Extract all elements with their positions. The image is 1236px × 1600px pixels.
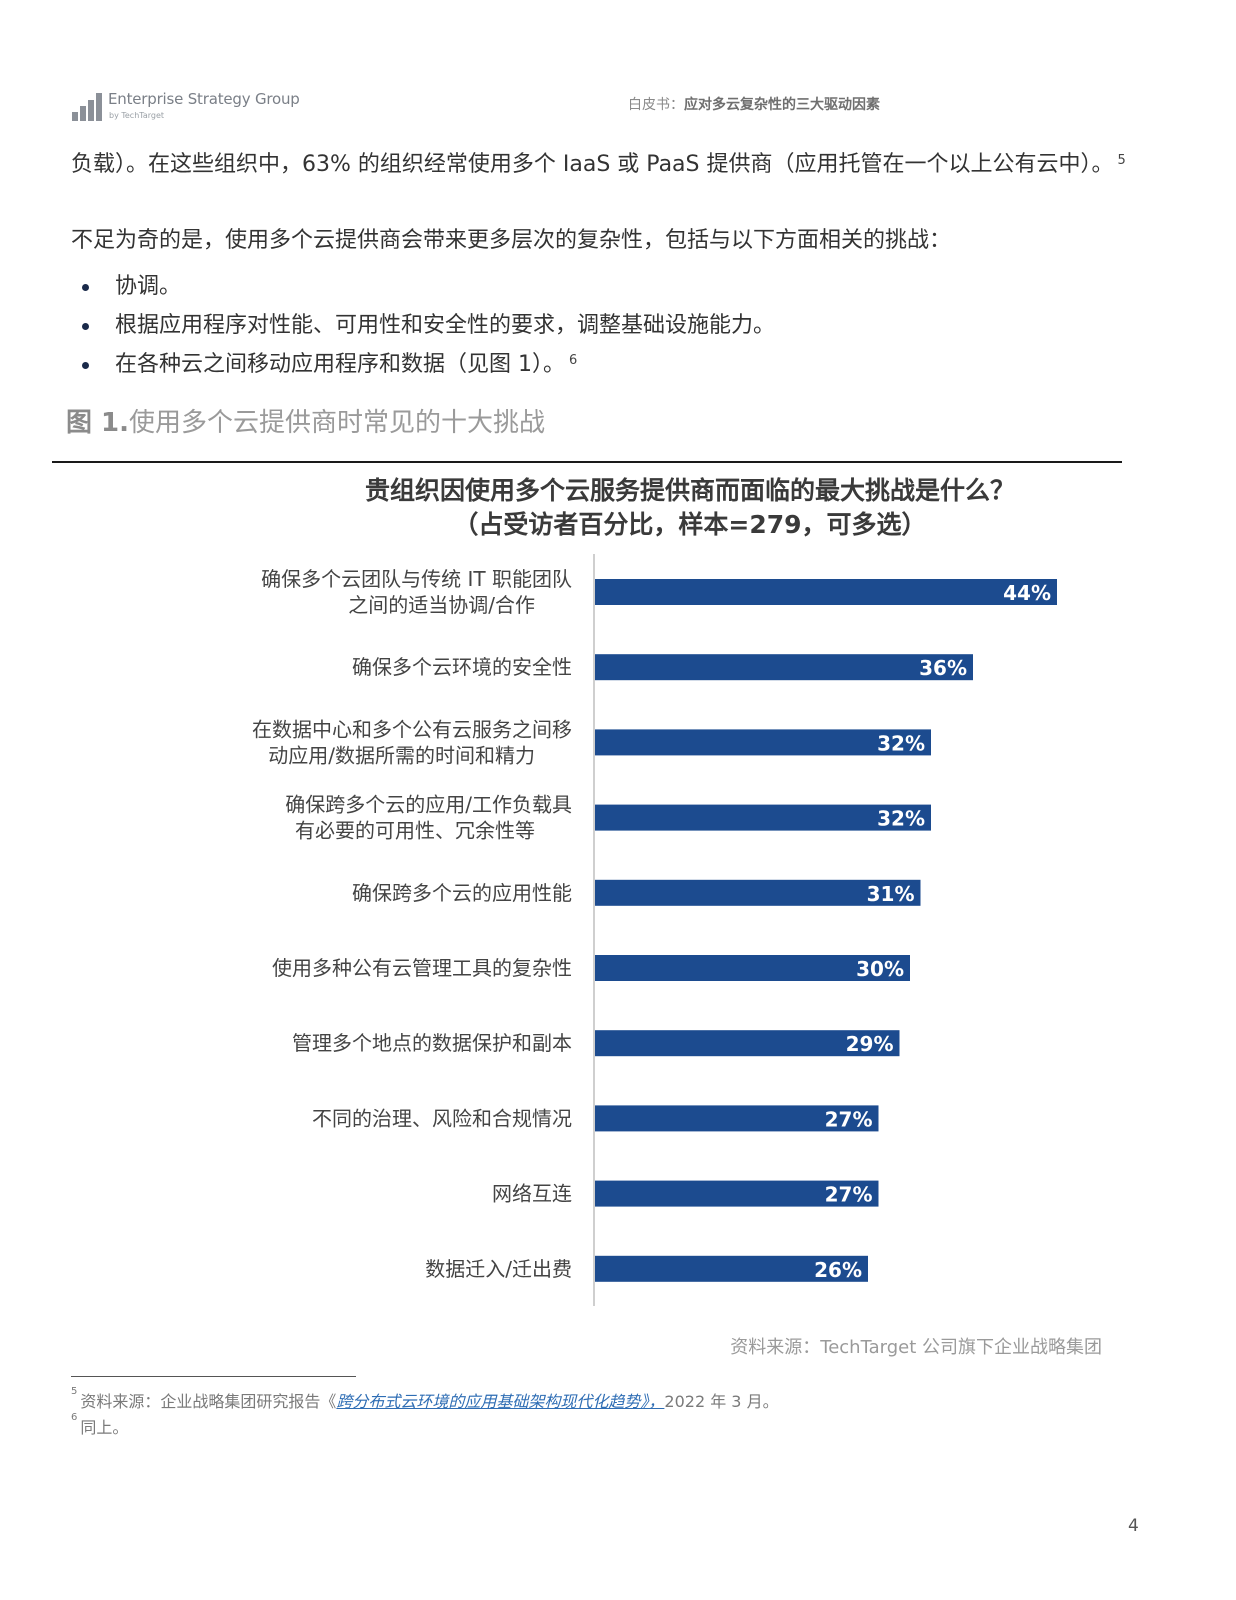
footnote-date: 2022 年 3 月。 [664,1392,779,1411]
list-item: 根据应用程序对性能、可用性和安全性的要求，调整基础设施能力。 [71,311,1131,350]
footnote-5: 5资料来源：企业战略集团研究报告《跨分布式云环境的应用基础架构现代化趋势》，20… [71,1386,779,1412]
footnote-divider [71,1376,356,1377]
chart-bar [595,654,973,681]
chart-bar [595,1030,900,1057]
list-item-text: 在各种云之间移动应用程序和数据（见图 1）。 [115,352,565,377]
chart-question: 贵组织因使用多个云服务提供商而面临的最大挑战是什么？ [364,476,1015,505]
doc-title: 应对多云复杂性的三大驱动因素 [684,97,880,113]
chart-category-label: 有必要的可用性、冗余性等 [295,819,535,843]
bullet-icon [82,323,89,330]
chart-category-label: 数据迁入/迁出费 [425,1257,572,1281]
chart-category-label: 管理多个地点的数据保护和副本 [292,1031,572,1055]
paragraph-2: 不足为奇的是，使用多个云提供商会带来更多层次的复杂性，包括与以下方面相关的挑战： [71,228,952,253]
chart-bar [595,729,931,756]
list-item-text: 根据应用程序对性能、可用性和安全性的要求，调整基础设施能力。 [115,313,776,338]
chart-data-label: 27% [825,1107,873,1131]
chart-bar [595,579,1057,605]
chart-category-label: 确保多个云环境的安全性 [352,655,572,679]
chart-category-label: 确保跨多个云的应用性能 [352,881,572,905]
esg-logo: Enterprise Strategy Group by TechTarget [72,88,332,128]
doc-header-title: 白皮书：应对多云复杂性的三大驱动因素 [628,94,880,114]
chart-data-label: 27% [825,1183,873,1207]
chart-bar [595,1255,868,1282]
footnote-ref-6[interactable]: 6 [569,353,578,368]
chart-title: 贵组织因使用多个云服务提供商而面临的最大挑战是什么？ （占受访者百分比，样本=2… [100,474,1236,542]
footnote-text: 资料来源：企业战略集团研究报告《 [80,1392,337,1411]
bullet-icon [82,362,89,369]
list-item: 在各种云之间移动应用程序和数据（见图 1）。 6 [71,350,1131,389]
footnote-ref-5[interactable]: 5 [1117,153,1126,168]
figure-top-rule [52,461,1122,463]
doc-type: 白皮书： [628,97,684,113]
chart-data-label: 32% [877,807,925,831]
chart-category-label: 网络互连 [492,1182,572,1206]
chart-category-label: 在数据中心和多个公有云服务之间移 [252,717,572,741]
chart-category-label: 确保多个云团队与传统 IT 职能团队 [261,567,572,591]
footnote-text: 同上。 [80,1418,129,1437]
chart-data-label: 36% [919,656,967,680]
footnote-number: 6 [71,1412,78,1423]
chart-data-label: 26% [814,1258,862,1282]
chart-category-label: 不同的治理、风险和合规情况 [312,1106,572,1130]
chart-data-label: 29% [846,1032,894,1056]
chart-bar [595,804,931,831]
figure-title: 图 1.使用多个云提供商时常见的十大挑战 [66,402,545,439]
figure-label: 图 1. [66,408,130,438]
paragraph-1-text: 负载）。在这些组织中，63% 的组织经常使用多个 IaaS 或 PaaS 提供商… [71,152,1114,177]
chart-bar [595,955,910,981]
chart-bar [595,1105,879,1132]
report-link[interactable]: 跨分布式云环境的应用基础架构现代化趋势》， [336,1392,665,1411]
page-number: 4 [1128,1516,1139,1536]
chart-bar [595,1180,879,1207]
footnote-number: 5 [71,1386,78,1397]
chart-bar [595,879,921,906]
logo-name: Enterprise Strategy Group [108,90,300,108]
chart-data-label: 44% [1003,581,1051,605]
bullet-list: 协调。 根据应用程序对性能、可用性和安全性的要求，调整基础设施能力。 在各种云之… [71,272,1131,389]
logo-subtitle: by TechTarget [109,111,165,120]
bullet-icon [82,284,89,291]
chart-category-label: 之间的适当协调/合作 [348,593,535,617]
chart-data-label: 30% [856,957,904,981]
chart-category-label: 确保跨多个云的应用/工作负载具 [285,793,572,817]
chart-data-label: 31% [867,882,915,906]
logo-bars-icon [72,93,102,121]
paragraph-1: 负载）。在这些组织中，63% 的组织经常使用多个 IaaS 或 PaaS 提供商… [71,150,1131,179]
chart-category-label: 动应用/数据所需的时间和精力 [268,743,535,767]
chart-data-label: 32% [877,731,925,755]
list-item: 协调。 [71,272,1131,311]
chart-category-label: 使用多种公有云管理工具的复杂性 [272,956,572,980]
footnote-6: 6同上。 [71,1412,129,1438]
list-item-text: 协调。 [115,274,182,299]
figure-caption: 使用多个云提供商时常见的十大挑战 [129,408,546,438]
source-note: 资料来源：TechTarget 公司旗下企业战略集团 [730,1337,1102,1358]
chart-subtitle: （占受访者百分比，样本=279，可多选） [453,510,927,539]
